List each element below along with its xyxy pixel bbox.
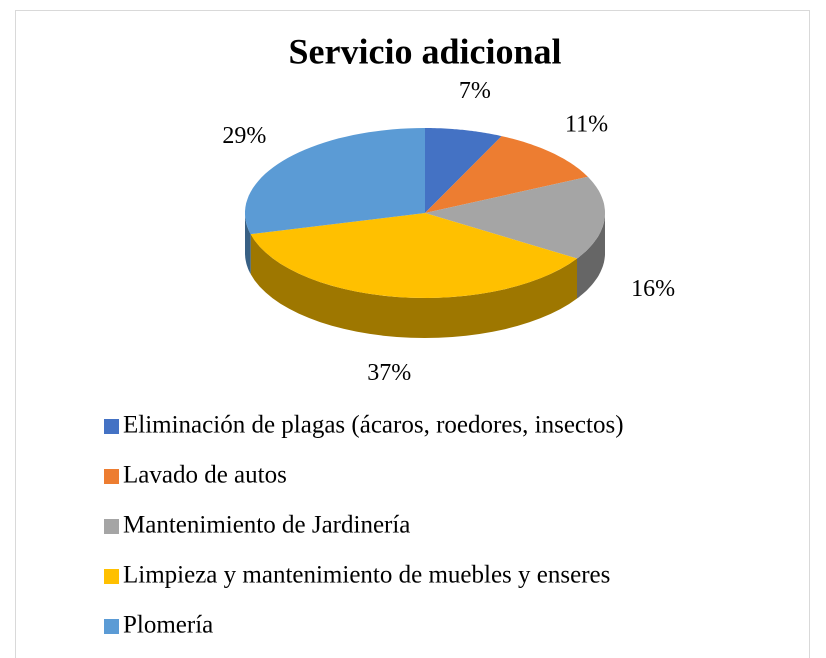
data-label: 29% (222, 123, 266, 149)
legend-swatch (104, 569, 119, 584)
legend-swatch (104, 619, 119, 634)
legend-swatch (104, 519, 119, 534)
legend-label: Lavado de autos (123, 462, 287, 489)
data-label: 7% (459, 78, 491, 104)
data-label: 11% (565, 111, 608, 137)
pie-side (245, 213, 251, 275)
legend-swatch (104, 419, 119, 434)
data-label: 16% (631, 276, 675, 302)
legend-label: Limpieza y mantenimiento de muebles y en… (123, 562, 610, 589)
pie-side (577, 213, 605, 299)
pie-slice (250, 213, 577, 298)
pie-slice (425, 176, 605, 259)
legend-swatch (104, 469, 119, 484)
legend-label: Mantenimiento de Jardinería (123, 512, 410, 539)
chart-title: Servicio adicional (289, 31, 562, 71)
pie-side (250, 234, 577, 338)
pie-slice (245, 128, 425, 235)
pie-slice (425, 128, 502, 213)
pie-slice (425, 136, 588, 213)
data-label: 37% (367, 360, 411, 386)
legend-label: Plomería (123, 612, 213, 639)
legend-label: Eliminación de plagas (ácaros, roedores,… (123, 412, 624, 439)
